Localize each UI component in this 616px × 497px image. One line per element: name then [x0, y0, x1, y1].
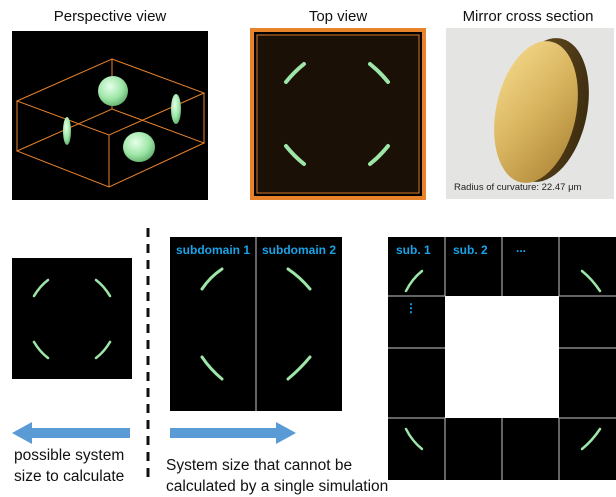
mirror-disc-edge	[63, 117, 71, 145]
subdomain-1-label: subdomain 1	[176, 243, 251, 257]
perspective-view-title: Perspective view	[53, 8, 167, 25]
perspective-view-panel	[12, 31, 208, 200]
mirror-disc-edge	[171, 94, 181, 124]
left-caption-line1: possible system	[14, 447, 125, 464]
subdomain-2-label: subdomain 2	[262, 243, 337, 257]
radius-of-curvature-label: Radius of curvature: 22.47 μm	[454, 182, 582, 193]
right-arrow	[170, 422, 296, 444]
grid-sub-2-label: sub. 2	[453, 243, 488, 257]
grid-ellipsis-horizontal: ...	[516, 241, 527, 255]
mirror-image	[494, 38, 589, 183]
mirror-disc	[98, 76, 128, 106]
mirror-cross-section-panel: Radius of curvature: 22.47 μm	[446, 28, 614, 199]
subdomain-grid-drawing	[388, 237, 616, 480]
mirror-cross-section-title: Mirror cross section	[462, 8, 594, 25]
top-view-drawing	[250, 28, 426, 200]
dashed-divider	[146, 228, 150, 483]
perspective-view-drawing	[15, 58, 206, 188]
two-subdomain-drawing	[200, 237, 312, 411]
top-view-title: Top view	[308, 8, 368, 25]
right-caption-line1: System size that cannot be	[166, 457, 353, 474]
single-simulation-drawing	[32, 278, 112, 360]
grid-sub-1-label: sub. 1	[396, 243, 431, 257]
right-caption-line2: calculated by a single simulation	[166, 478, 389, 495]
left-caption-line2: size to calculate	[14, 468, 125, 485]
single-simulation-panel	[12, 258, 132, 379]
grid-ellipsis-vertical: ⋮	[405, 301, 417, 315]
subdomain-grid-panel: sub. 1 sub. 2 ... ⋮	[388, 237, 616, 480]
top-view-panel	[250, 28, 426, 200]
two-subdomain-panel: subdomain 1 subdomain 2	[170, 237, 342, 411]
left-arrow	[12, 422, 130, 444]
mirror-disc	[123, 132, 155, 162]
